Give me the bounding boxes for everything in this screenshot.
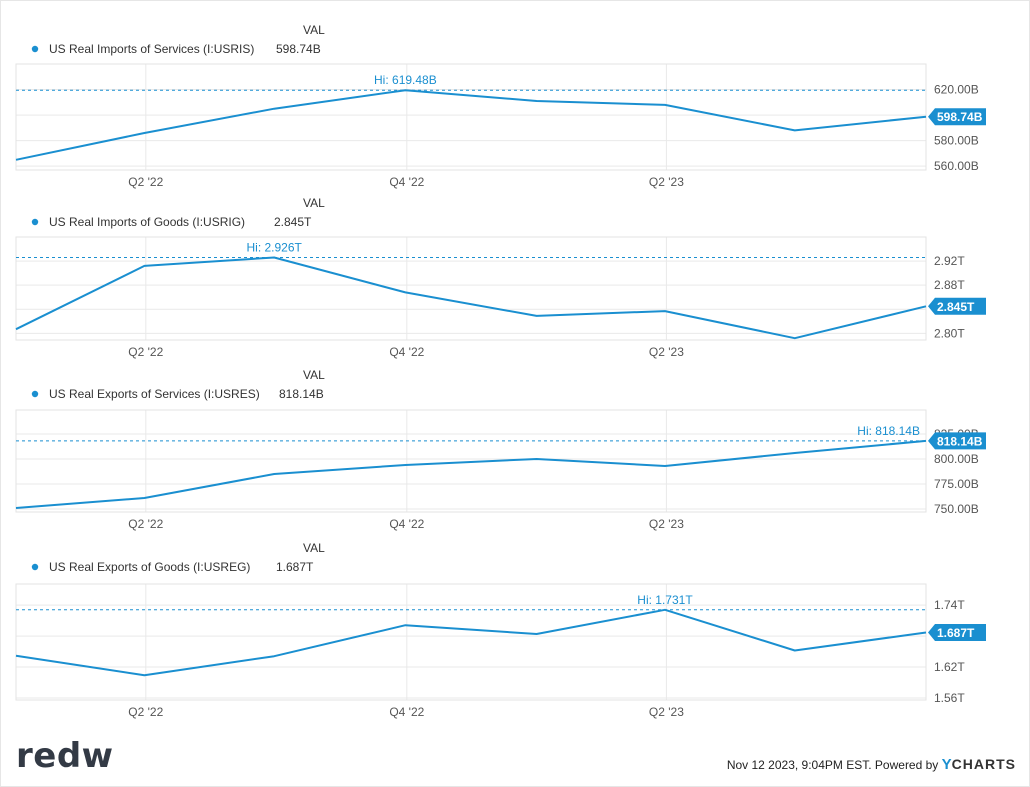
hi-label: Hi: 818.14B	[857, 424, 920, 438]
plot-area	[15, 236, 927, 341]
legend-series-value: 1.687T	[276, 560, 314, 574]
legend-series-value: 598.74B	[276, 42, 321, 56]
footer-credit: Nov 12 2023, 9:04PM EST. Powered by YCHA…	[727, 756, 1016, 773]
y-tick-label: 2.88T	[934, 278, 965, 292]
legend-header: VAL	[303, 23, 325, 37]
chart-panel-1: VAL US Real Imports of Services (I:USRIS)…	[15, 23, 986, 189]
y-tick-label: 560.00B	[934, 159, 979, 173]
y-tick-label: 1.56T	[934, 691, 965, 705]
series-line	[15, 439, 927, 509]
x-tick-label: Q2 '23	[649, 345, 684, 359]
y-tick-label: 580.00B	[934, 134, 979, 148]
hi-label: Hi: 1.731T	[637, 593, 693, 607]
y-tick-label: 800.00B	[934, 452, 979, 466]
y-tick-label: 1.62T	[934, 660, 965, 674]
x-tick-label: Q2 '22	[128, 517, 163, 531]
legend-series-name: US Real Exports of Services (I:USRES)	[49, 387, 260, 401]
x-tick-label: Q4 '22	[389, 705, 424, 719]
legend-series-name: US Real Exports of Goods (I:USREG)	[49, 560, 250, 574]
last-value-label: 2.845T	[937, 300, 975, 314]
legend-series-name: US Real Imports of Goods (I:USRIG)	[49, 215, 245, 229]
ycharts-logo-text: CHARTS	[951, 756, 1016, 772]
redw-logo: redw	[16, 736, 114, 776]
plot-area	[15, 63, 927, 171]
plot-area	[15, 583, 927, 701]
legend-marker	[31, 563, 39, 571]
x-tick-label: Q2 '23	[649, 517, 684, 531]
x-tick-label: Q2 '23	[649, 175, 684, 189]
last-value-badge	[928, 108, 986, 126]
y-tick-label: 2.80T	[934, 326, 965, 340]
footer-powered-by: Powered by	[874, 758, 939, 772]
chart-panel-4: VAL US Real Exports of Goods (I:USREG) 1.6…	[15, 541, 986, 719]
last-value-badge	[928, 297, 986, 315]
x-tick-label: Q4 '22	[389, 345, 424, 359]
hi-label: Hi: 619.48B	[374, 73, 437, 87]
legend-header: VAL	[303, 368, 325, 382]
last-value-label: 1.687T	[937, 626, 975, 640]
x-tick-label: Q2 '22	[128, 175, 163, 189]
x-tick-label: Q2 '22	[128, 345, 163, 359]
y-tick-label: 2.92T	[934, 254, 965, 268]
last-value-badge	[928, 432, 986, 450]
legend-header: VAL	[303, 196, 325, 210]
y-tick-label: 620.00B	[934, 83, 979, 97]
legend-marker	[31, 218, 39, 226]
hi-label: Hi: 2.926T	[246, 240, 302, 254]
last-value-badge	[928, 623, 986, 641]
legend-header: VAL	[303, 541, 325, 555]
legend-series-value: 818.14B	[279, 387, 324, 401]
legend-series-name: US Real Imports of Services (I:USRIS)	[49, 42, 254, 56]
y-tick-label: 750.00B	[934, 502, 979, 516]
chart-panel-3: VAL US Real Exports of Services (I:USRES)…	[15, 368, 986, 531]
legend-marker	[31, 45, 39, 53]
legend-marker	[31, 390, 39, 398]
x-tick-label: Q4 '22	[389, 517, 424, 531]
series-line	[15, 256, 927, 340]
footer-timestamp: Nov 12 2023, 9:04PM EST.	[726, 758, 872, 772]
y-tick-label: 775.00B	[934, 477, 979, 491]
last-value-label: 598.74B	[937, 110, 983, 124]
x-tick-label: Q2 '22	[128, 705, 163, 719]
series-line	[15, 608, 927, 677]
x-tick-label: Q4 '22	[389, 175, 424, 189]
plot-area	[15, 409, 927, 513]
chart-panel-2: VAL US Real Imports of Goods (I:USRIG) 2.8…	[15, 196, 986, 359]
series-line	[15, 89, 927, 161]
last-value-label: 818.14B	[937, 434, 983, 448]
y-tick-label: 1.74T	[934, 598, 965, 612]
legend-series-value: 2.845T	[274, 215, 312, 229]
x-tick-label: Q2 '23	[649, 705, 684, 719]
ycharts-logo-y: Y	[941, 756, 952, 773]
